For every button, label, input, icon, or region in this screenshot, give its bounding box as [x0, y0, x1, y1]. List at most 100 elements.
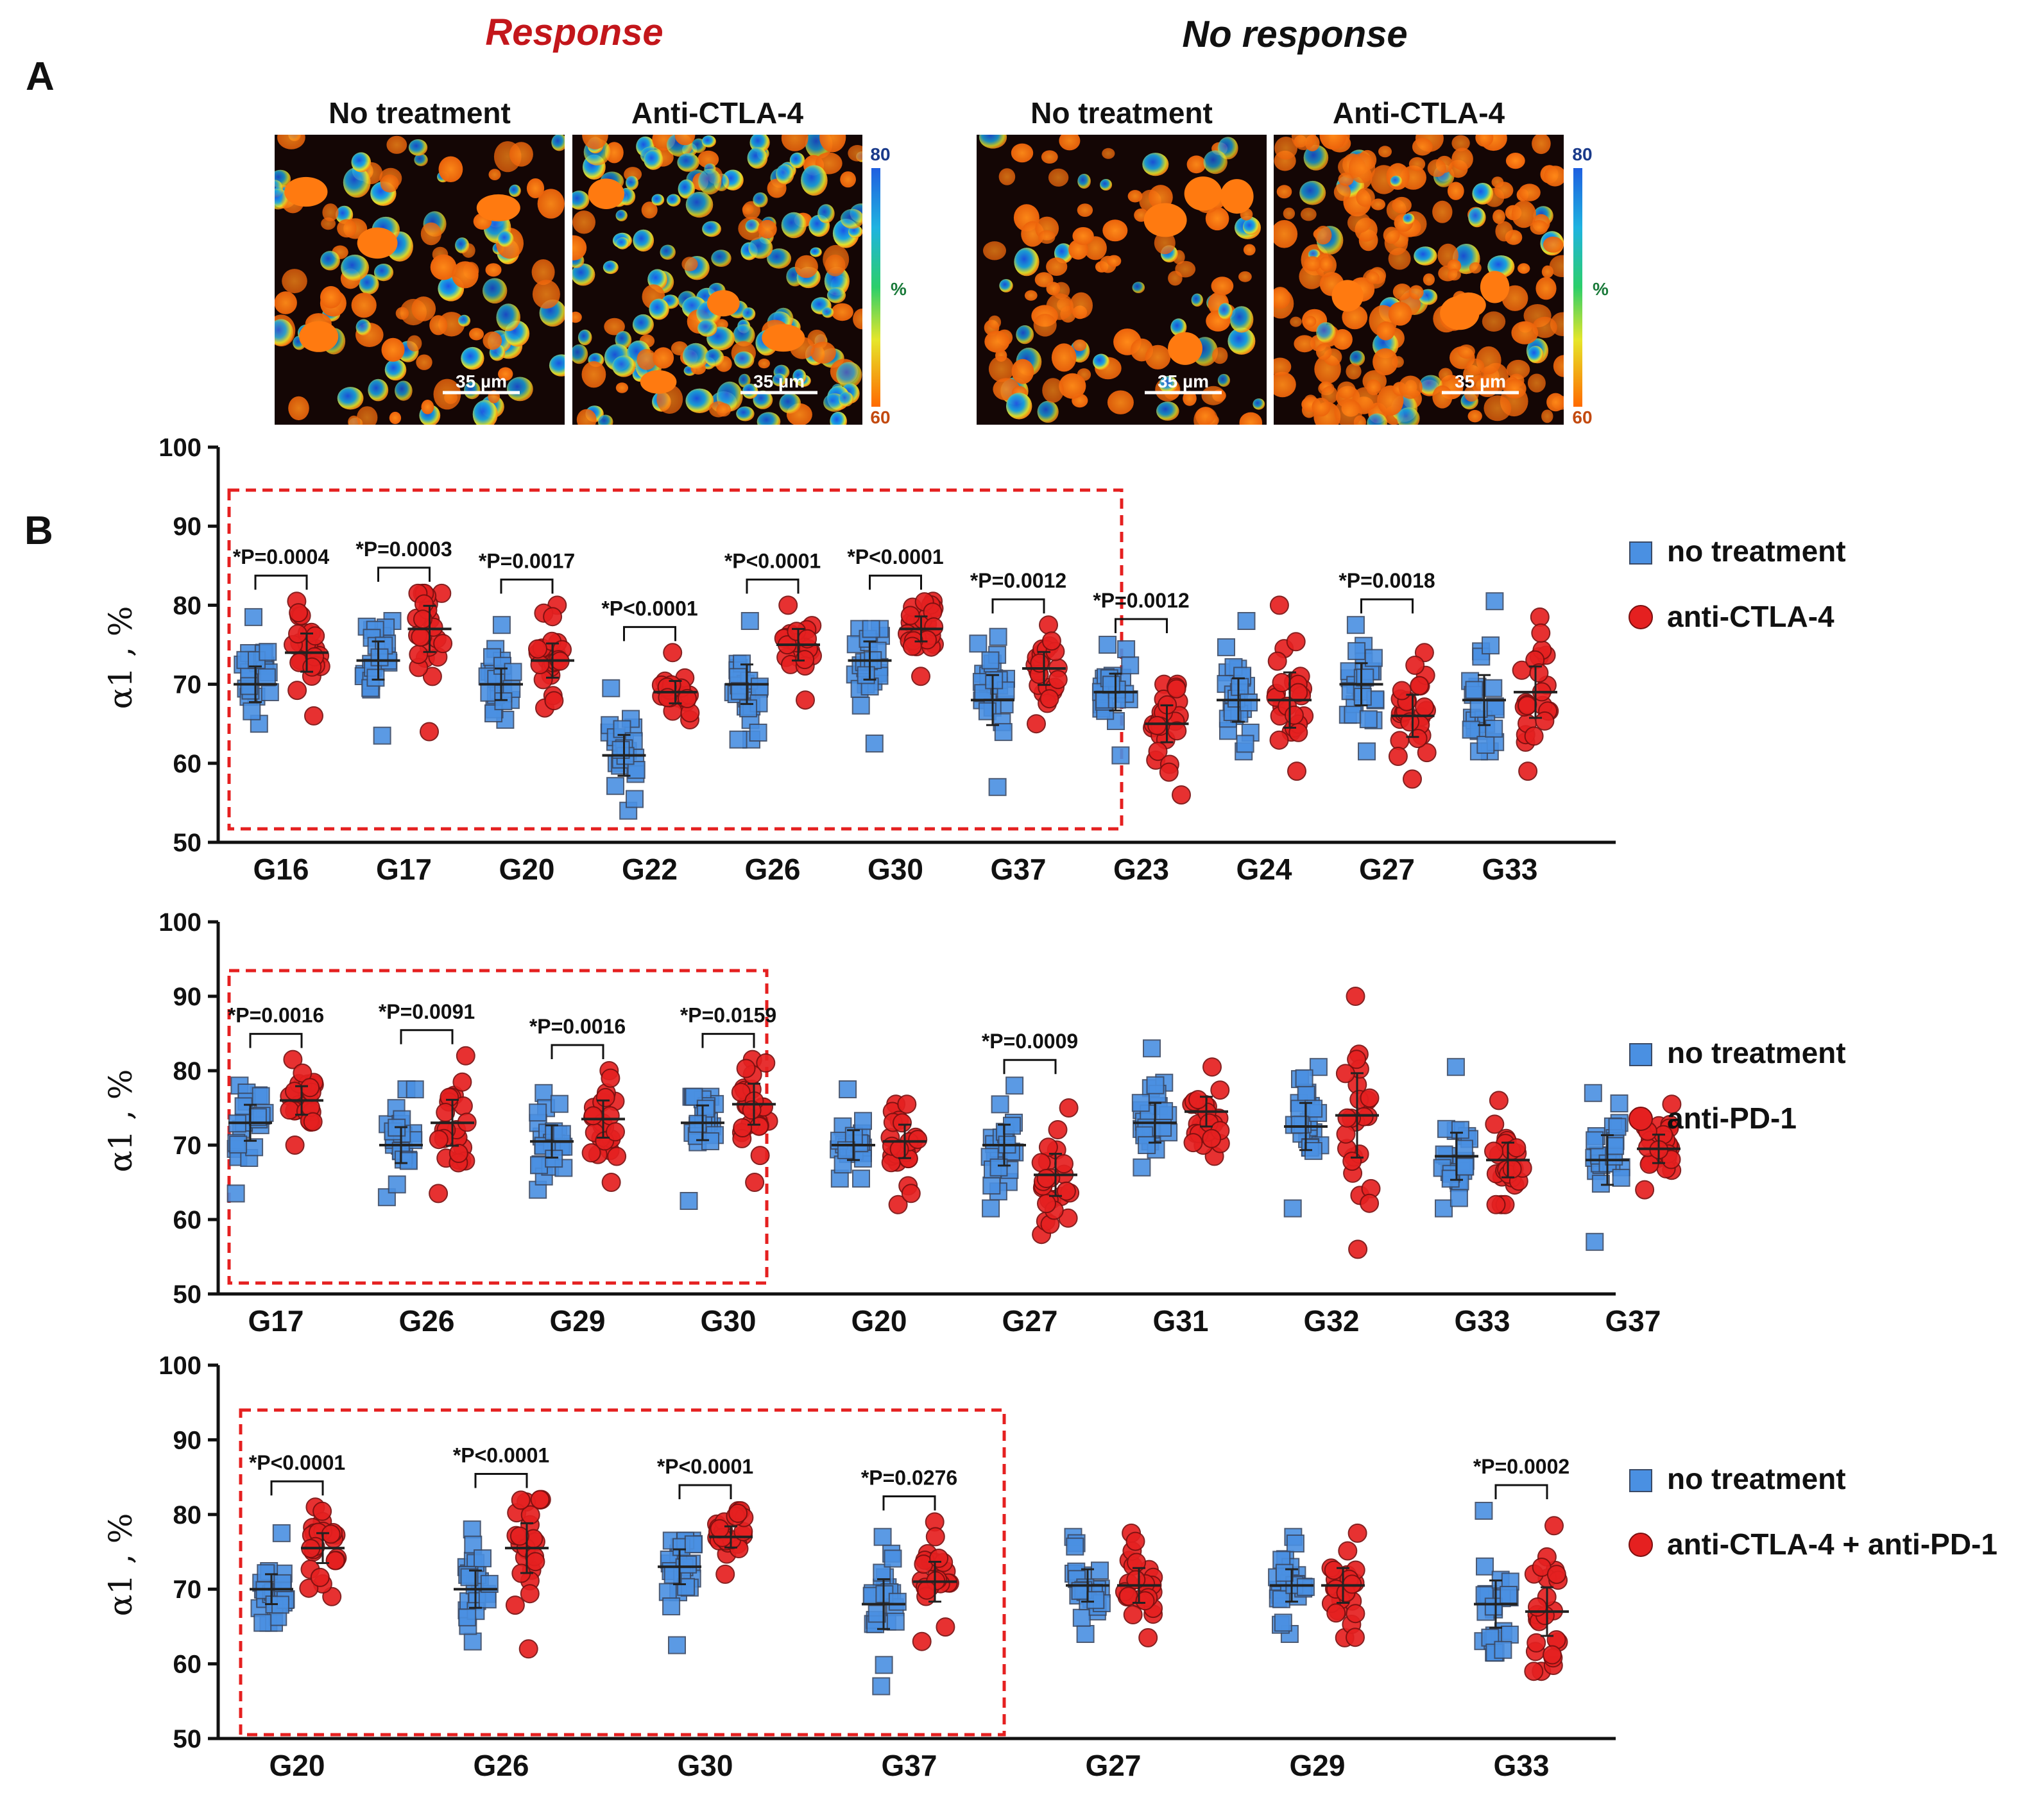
cell [1102, 148, 1115, 159]
data-point-treated [436, 1103, 456, 1122]
data-point-no-treatment [886, 1612, 905, 1631]
x-tick-label: G30 [678, 1749, 733, 1782]
cell [1072, 227, 1094, 245]
data-point-treated [304, 706, 323, 726]
data-point-no-treatment [1451, 1121, 1469, 1139]
chart-1: 50 60 70 80 90 100 α1 , % G16 *P=0.0004 G17 *P=0.0… [102, 434, 1846, 886]
cell [1073, 339, 1087, 352]
cell [395, 307, 409, 320]
data-point-treated [1338, 1541, 1358, 1561]
significance-bracket [678, 1484, 732, 1499]
cell [979, 135, 1007, 149]
group-G27: G27 [1064, 1523, 1163, 1782]
cell [1378, 146, 1392, 158]
data-point-treated [310, 1567, 330, 1587]
data-point-no-treatment [244, 608, 262, 626]
p-value-label: *P=0.0009 [982, 1030, 1078, 1053]
cell [779, 393, 801, 414]
group-G26: G26 *P<0.0001 [453, 1444, 551, 1782]
cell [758, 219, 777, 239]
data-point-no-treatment [1076, 1625, 1095, 1643]
data-point-treated [1486, 1195, 1506, 1214]
cell [1077, 173, 1091, 189]
cell [1392, 196, 1412, 214]
cell [1212, 347, 1228, 364]
cell [1423, 273, 1435, 286]
cell [461, 346, 484, 370]
data-point-treated [1518, 695, 1537, 715]
group-G31: G31 [1131, 1039, 1230, 1338]
cell [705, 348, 724, 367]
legend: no treatment anti-CTLA-4 [1629, 534, 1846, 633]
data-point-treated [411, 627, 431, 647]
data-point-treated [1405, 656, 1425, 675]
data-point-no-treatment [969, 634, 988, 653]
cell [414, 153, 428, 166]
cell-large [1480, 271, 1510, 303]
y-tick-label: 50 [173, 829, 202, 857]
data-point-no-treatment [750, 677, 769, 696]
group-G29: G29 *P=0.0016 [529, 1015, 627, 1338]
data-point-no-treatment [545, 1150, 563, 1168]
data-point-no-treatment [366, 668, 385, 687]
data-point-no-treatment [1358, 742, 1376, 761]
legend-label-treated: anti-PD-1 [1667, 1101, 1797, 1135]
cell [988, 315, 1002, 329]
x-tick-label: G31 [1153, 1304, 1209, 1338]
data-point-treated [530, 655, 550, 674]
cell [1468, 207, 1486, 228]
data-point-no-treatment [1584, 1084, 1602, 1102]
y-tick-label: 100 [158, 1352, 201, 1380]
data-point-no-treatment [1456, 1157, 1475, 1176]
cell [1038, 230, 1056, 244]
data-point-no-treatment [1236, 735, 1254, 753]
data-point-treated [302, 657, 322, 677]
cell [984, 330, 1010, 353]
y-axis-label: α1 , % [102, 1069, 139, 1173]
cell [1366, 379, 1381, 396]
cell [1205, 207, 1229, 231]
data-point-no-treatment [865, 735, 884, 753]
data-point-treated [1147, 715, 1167, 735]
data-point-no-treatment [1146, 1076, 1165, 1094]
cell [526, 178, 545, 198]
cell [572, 210, 595, 234]
data-point-treated [1390, 731, 1410, 751]
y-tick-label: 70 [173, 1576, 202, 1604]
data-point-treated [796, 690, 815, 710]
cell [551, 135, 565, 151]
data-point-treated [749, 1116, 769, 1136]
data-point-treated [1388, 747, 1408, 766]
significance-bracket [377, 566, 431, 582]
data-point-no-treatment [504, 663, 522, 681]
data-point-treated [312, 1501, 332, 1521]
data-point-treated [1059, 1098, 1079, 1118]
data-point-no-treatment [749, 724, 767, 742]
data-point-treated [1337, 1108, 1357, 1128]
data-point-no-treatment [1231, 677, 1249, 696]
cell [572, 263, 595, 286]
x-tick-label: G32 [1304, 1304, 1360, 1338]
y-tick-label: 80 [173, 1501, 202, 1529]
data-point-treated [1039, 689, 1059, 709]
cell [1229, 306, 1254, 333]
cell [1159, 375, 1177, 393]
data-point-no-treatment [494, 692, 513, 711]
cell [1274, 287, 1290, 309]
cell [572, 191, 590, 210]
cell [697, 150, 719, 168]
y-tick-label: 50 [173, 1280, 202, 1309]
data-point-no-treatment [862, 620, 880, 638]
cell-cluster [1274, 135, 1564, 425]
data-point-no-treatment [1435, 1199, 1453, 1218]
data-point-no-treatment [550, 1094, 569, 1113]
scale-bar-label: 35 µm [1158, 371, 1209, 391]
cell [1239, 412, 1263, 425]
significance-bracket [254, 574, 308, 590]
data-point-no-treatment [1296, 1578, 1315, 1596]
data-point-treated [1530, 607, 1550, 627]
cell [781, 135, 808, 151]
cell [472, 400, 498, 425]
data-point-treated [449, 1143, 468, 1163]
cell [282, 269, 307, 294]
